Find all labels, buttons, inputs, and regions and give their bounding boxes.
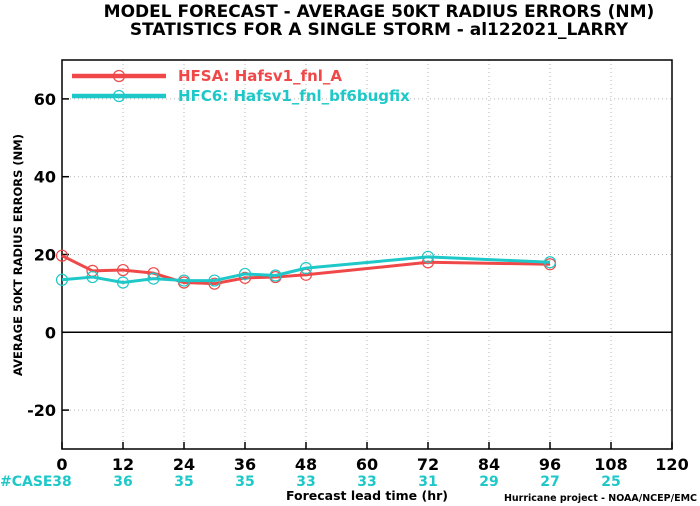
x-tick-label: 60 bbox=[356, 455, 378, 474]
data-point bbox=[299, 262, 313, 275]
data-point bbox=[147, 272, 160, 285]
data-point bbox=[208, 277, 221, 290]
case-count-row: #CASE 38 36 35 35 33 33 31 29 27 25 bbox=[0, 474, 621, 490]
tick-labels: 0 12 24 36 48 60 72 84 96 108 120 -20 0 20 40 60 bbox=[27, 90, 689, 474]
y-axis-label: AVERAGE 50KT RADIUS ERRORS (NM) bbox=[11, 134, 25, 376]
data-point bbox=[421, 250, 435, 263]
case-count: 38 bbox=[52, 474, 71, 490]
chart-title-line2: STATISTICS FOR A SINGLE STORM - al122021… bbox=[130, 20, 629, 40]
chart-title-line1: MODEL FORECAST - AVERAGE 50KT RADIUS ERR… bbox=[104, 2, 655, 22]
x-tick-label: 24 bbox=[173, 455, 195, 474]
series-1 bbox=[55, 250, 557, 289]
x-tick-label: 84 bbox=[478, 455, 500, 474]
plot-frame bbox=[61, 59, 673, 450]
case-count: 27 bbox=[540, 474, 559, 490]
x-tick-label: 96 bbox=[539, 455, 561, 474]
x-tick-label: 108 bbox=[594, 455, 627, 474]
y-tick-label: 20 bbox=[34, 246, 56, 265]
data-point bbox=[238, 271, 252, 284]
case-count: 33 bbox=[296, 474, 315, 490]
data-point bbox=[116, 263, 130, 277]
grid bbox=[62, 60, 672, 449]
legend-swatch-marker bbox=[112, 89, 126, 103]
y-tick-label: 40 bbox=[34, 168, 56, 187]
x-axis-label: Forecast lead time (hr) bbox=[286, 488, 448, 503]
credit-text: Hurricane project - NOAA/NCEP/EMC bbox=[504, 493, 697, 504]
legend-swatch-marker bbox=[112, 69, 126, 83]
series-line bbox=[61, 255, 551, 285]
x-tick-label: 36 bbox=[234, 455, 256, 474]
legend-label: HFC6: Hafsv1_fnl_bf6bugfix bbox=[178, 87, 410, 105]
data-point bbox=[543, 256, 557, 269]
data-point bbox=[208, 274, 221, 287]
x-tick-label: 72 bbox=[417, 455, 439, 474]
data-point bbox=[238, 267, 252, 281]
series-line bbox=[61, 254, 551, 286]
x-tick-label: 120 bbox=[655, 455, 688, 474]
data-point bbox=[86, 270, 99, 284]
legend: HFSA: Hafsv1_fnl_A HFC6: Hafsv1_fnl_bf6bu… bbox=[72, 67, 410, 105]
x-tick-label: 0 bbox=[56, 455, 67, 474]
series-layer bbox=[55, 249, 557, 290]
y-tick-label: 0 bbox=[45, 323, 56, 342]
data-point bbox=[55, 273, 69, 286]
x-tick-label: 48 bbox=[295, 455, 317, 474]
case-count: 36 bbox=[113, 474, 132, 490]
data-point bbox=[116, 276, 130, 289]
case-count: 29 bbox=[479, 474, 498, 490]
data-point bbox=[269, 269, 282, 282]
y-tick-label: 60 bbox=[34, 90, 56, 109]
y-tick-label: -20 bbox=[27, 401, 56, 420]
data-point bbox=[55, 249, 69, 262]
case-count: 33 bbox=[357, 474, 376, 490]
case-count: 35 bbox=[174, 474, 193, 490]
x-tick-label: 12 bbox=[112, 455, 134, 474]
case-count: 31 bbox=[418, 474, 437, 490]
data-point bbox=[177, 274, 191, 287]
case-count: 35 bbox=[235, 474, 254, 490]
case-count: 25 bbox=[601, 474, 620, 490]
case-label: #CASE bbox=[0, 474, 53, 490]
legend-label: HFSA: Hafsv1_fnl_A bbox=[178, 67, 342, 85]
